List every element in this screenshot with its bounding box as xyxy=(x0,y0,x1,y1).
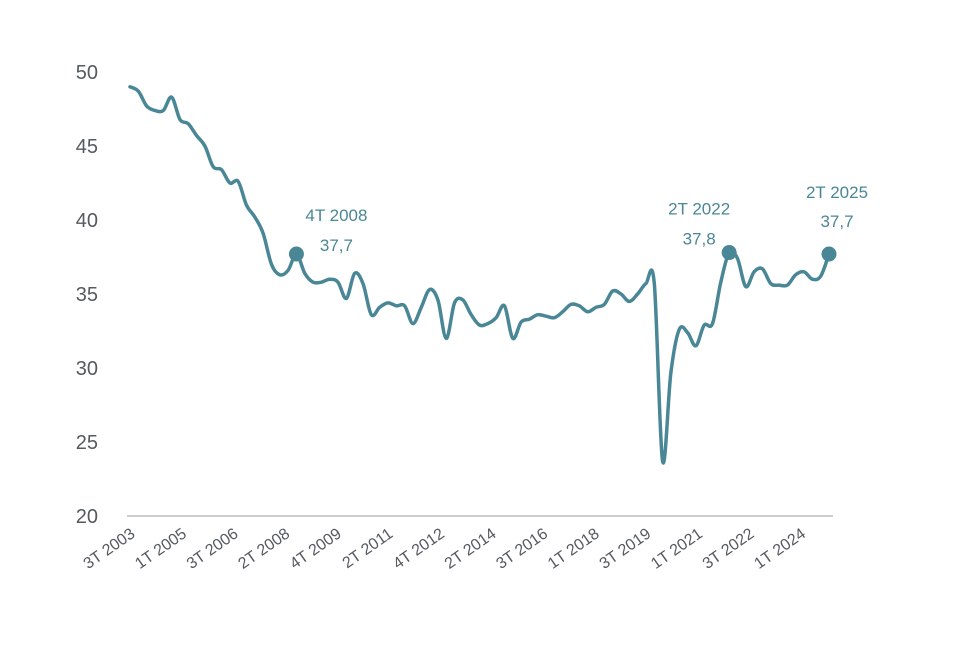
annotations: 4T 2008 37,7 2T 2022 37,8 2T 2025 37,7 xyxy=(288,183,868,262)
y-tick-label: 25 xyxy=(76,432,98,454)
annotation-period: 4T 2008 xyxy=(305,206,367,225)
annotation-period: 2T 2025 xyxy=(806,183,868,202)
x-tick-label: 1T 2024 xyxy=(751,525,809,572)
annotation-value: 37,7 xyxy=(320,236,353,255)
annotation-value: 37,7 xyxy=(820,212,853,231)
x-tick-label: 4T 2012 xyxy=(390,525,448,572)
x-tick-label: 1T 2018 xyxy=(545,525,603,572)
y-tick-label: 30 xyxy=(76,358,98,380)
y-tick-label: 20 xyxy=(76,506,98,528)
y-tick-label: 50 xyxy=(76,62,98,84)
x-tick-label: 3T 2022 xyxy=(700,525,758,572)
annotation-value: 37,8 xyxy=(683,230,716,249)
annotation-marker xyxy=(821,246,837,262)
annotation-period: 2T 2022 xyxy=(668,200,730,219)
y-tick-label: 45 xyxy=(76,136,98,158)
x-tick-label: 1T 2005 xyxy=(132,525,190,572)
y-tick-label: 35 xyxy=(76,284,98,306)
x-tick-label: 4T 2009 xyxy=(287,525,345,572)
x-tick-label: 3T 2006 xyxy=(184,525,242,572)
y-tick-label: 40 xyxy=(76,210,98,232)
y-axis: 20 25 30 35 40 45 50 xyxy=(76,62,98,528)
x-tick-label: 2T 2008 xyxy=(235,525,293,572)
annotation-marker xyxy=(721,245,737,261)
x-tick-label: 3T 2003 xyxy=(81,525,139,572)
x-tick-label: 3T 2016 xyxy=(493,525,551,572)
x-tick-label: 2T 2011 xyxy=(340,525,397,572)
x-tick-label: 3T 2019 xyxy=(597,525,655,572)
x-tick-label: 1T 2021 xyxy=(648,525,706,572)
series-line xyxy=(128,85,831,465)
x-tick-label: 2T 2014 xyxy=(442,525,500,572)
annotation-marker xyxy=(288,246,304,262)
